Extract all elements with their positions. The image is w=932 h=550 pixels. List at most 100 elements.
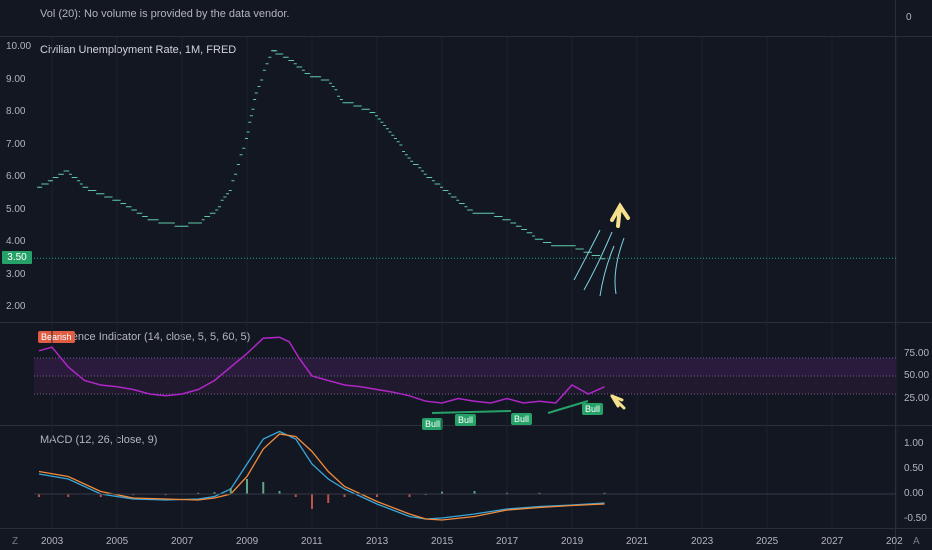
price-title[interactable]: Civilian Unemployment Rate, 1M, FRED [40,44,237,56]
price-point [421,170,425,172]
price-point [201,219,205,221]
price-point [282,56,286,58]
price-point [437,183,441,185]
price-point [274,50,278,52]
price-point [257,86,261,87]
price-point [415,164,419,165]
volume-pane-separator[interactable] [0,36,932,37]
price-point [188,222,192,224]
auto-scale-icon[interactable]: A [913,536,920,547]
price-point [575,248,579,250]
price-point [74,177,78,178]
volume-axis-tick: 0 [906,12,912,23]
price-point [236,164,240,165]
price-point [98,193,102,195]
x-tick-label: 2021 [626,536,649,547]
price-y-tick: 7.00 [6,138,26,150]
x-tick-label: 2025 [756,536,779,547]
price-point [182,225,186,227]
price-point [301,69,305,71]
price-point [570,245,573,247]
price-point [521,229,525,230]
macd-y-tick: 0.50 [904,463,924,474]
divergence-title[interactable]: Divergence Indicator (14, close, 5, 5, 6… [40,331,251,343]
macd-series-line [38,430,605,520]
price-point [174,225,178,227]
price-point [559,245,563,247]
price-point [588,251,592,253]
price-point [112,199,116,201]
price-point [556,245,560,247]
macd-histogram-bar [229,488,232,494]
price-point [410,160,414,162]
price-point [318,76,322,78]
volume-label[interactable]: Vol (20): No volume is provided by the d… [40,8,290,20]
price-point [453,196,457,198]
macd-histogram-bar [343,494,346,497]
price-point [458,203,462,204]
price-point [196,222,200,224]
price-point [139,212,143,214]
price-pane-separator[interactable] [0,322,932,323]
price-point [561,245,565,247]
price-point [337,95,341,97]
price-point [383,125,387,126]
arrow-up-annotation [610,202,630,228]
price-point [551,245,555,247]
price-point [396,141,400,143]
price-point [445,190,449,191]
macd-histogram-bar [246,479,248,494]
price-point [280,53,284,55]
price-y-tick: 10.00 [6,41,32,52]
price-point [399,144,403,146]
price-point [540,238,544,240]
macd-histogram-bar [164,494,167,496]
price-point [350,102,354,104]
price-point [265,63,269,65]
price-point [491,212,495,214]
macd-histogram-bar [132,494,135,496]
price-point [90,190,94,191]
price-point [85,186,89,188]
macd-pane-separator[interactable] [0,528,932,529]
macd-histogram-bar [294,494,297,497]
price-y-tick: 6.00 [6,171,26,182]
current-value-badge: 3.50 [2,251,32,264]
price-point [434,183,438,185]
price-point [212,212,216,214]
macd-histogram-bar [506,492,508,494]
price-point [431,180,435,182]
price-point [345,102,349,104]
price-point [494,216,498,217]
divergence-y-tick: 75.00 [904,347,930,359]
price-point [136,212,140,214]
price-point [79,183,83,185]
price-point [377,118,381,120]
price-point [591,255,595,256]
price-point [163,222,167,224]
price-point [380,121,384,123]
macd-y-tick: -0.50 [904,513,927,524]
price-point [361,108,365,110]
macd-histogram-bar [408,494,411,497]
price-point [133,209,137,211]
price-scale[interactable]: 0 [895,0,932,550]
price-point [331,86,335,87]
price-point [249,115,253,117]
price-point [155,219,159,221]
price-point [117,199,121,201]
bull-tag: Bull [455,414,477,426]
price-point [260,79,264,81]
price-point [364,108,368,110]
x-tick-label: 2019 [561,536,584,547]
bull-tag: Bull [511,413,533,425]
price-point [553,245,557,247]
price-y-tick: 3.00 [6,268,26,280]
price-point [285,56,289,58]
macd-title[interactable]: MACD (12, 26, close, 9) [40,434,158,446]
zoom-icon[interactable]: Z [12,536,19,547]
price-point [166,222,170,224]
price-point [564,245,568,247]
price-point [475,212,479,214]
